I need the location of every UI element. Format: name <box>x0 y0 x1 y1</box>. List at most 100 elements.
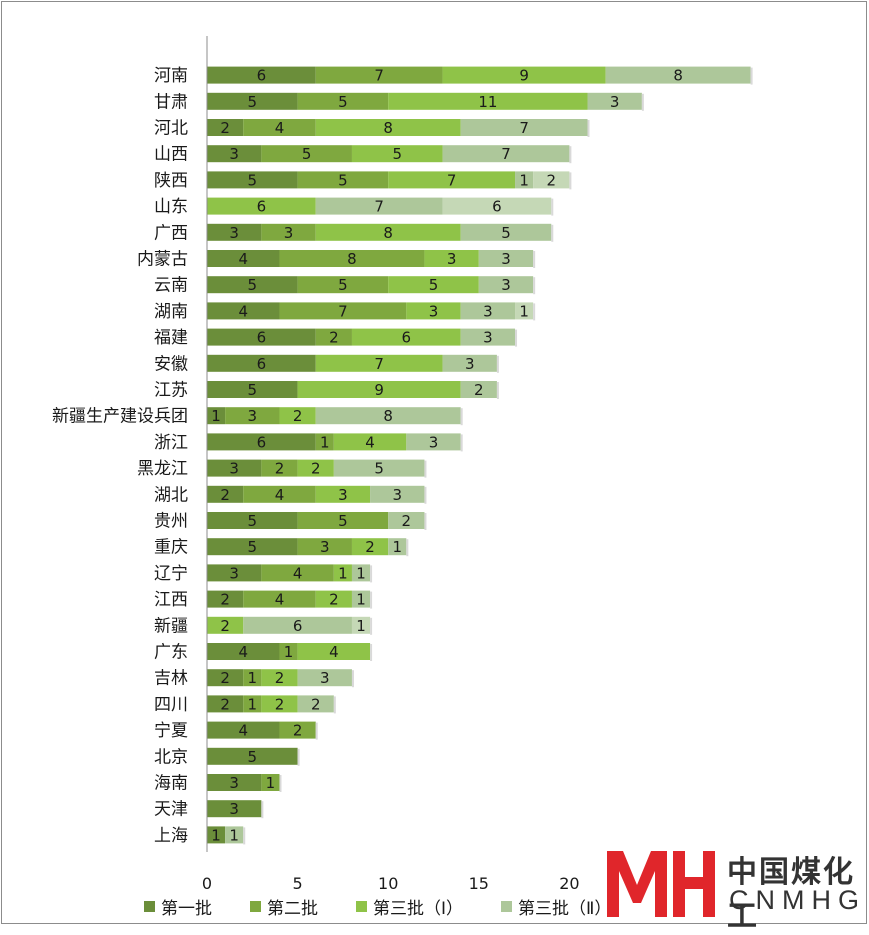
watermark: 中国煤化工 CNMHG <box>603 843 865 934</box>
bar-segment <box>351 538 389 556</box>
bar-segment <box>225 407 280 425</box>
bar-segment <box>424 250 479 267</box>
bar-segment <box>533 171 570 189</box>
x-tick-label: 10 <box>378 874 398 890</box>
bar-segment <box>207 354 316 372</box>
category-label: 山东 <box>154 197 188 217</box>
bar-shadow <box>424 486 427 504</box>
category-label: 陕西 <box>154 171 188 191</box>
data-label: 5 <box>392 145 402 163</box>
data-label: 3 <box>284 224 294 242</box>
data-label: 2 <box>311 695 321 713</box>
bar-segment <box>297 643 371 660</box>
bar-shadow <box>333 696 336 714</box>
data-label: 3 <box>501 250 511 268</box>
data-label: 7 <box>501 145 511 163</box>
data-label: 6 <box>293 617 303 635</box>
data-label: 2 <box>275 669 285 687</box>
data-label: 6 <box>492 198 502 216</box>
bar-shadow <box>370 617 373 635</box>
bar-segment <box>351 616 371 634</box>
bar-segment <box>333 433 407 451</box>
x-tick-label: 0 <box>202 874 212 890</box>
data-label: 2 <box>220 695 230 713</box>
bar-segment <box>207 774 262 791</box>
bar-segment <box>460 381 497 398</box>
legend-item: 第二批 <box>250 894 318 919</box>
bar-segment <box>605 66 751 84</box>
bar-segment <box>587 92 642 110</box>
bar-segment <box>297 538 352 556</box>
data-label: 1 <box>356 617 366 635</box>
bar-segment <box>243 616 352 634</box>
legend-label: 第一批 <box>161 898 212 919</box>
data-label: 4 <box>238 722 248 740</box>
bar-segment <box>315 590 352 608</box>
bar-segment <box>315 223 461 241</box>
bar-segment <box>460 223 552 241</box>
data-label: 3 <box>229 564 239 582</box>
bar-segment <box>243 590 316 608</box>
bar-segment <box>515 302 534 320</box>
data-label: 3 <box>338 486 348 504</box>
bar-segment <box>388 92 588 110</box>
data-label: 9 <box>519 67 529 85</box>
data-label: 5 <box>501 224 511 242</box>
data-label: 5 <box>248 381 258 399</box>
data-label: 4 <box>329 643 339 661</box>
bar-shadow <box>424 460 427 478</box>
data-label: 5 <box>374 460 384 478</box>
data-label: 7 <box>447 171 457 189</box>
watermark-chinese-text: 中国煤化工 <box>727 855 855 934</box>
x-tick-label: 15 <box>469 874 489 890</box>
data-label: 3 <box>229 800 239 818</box>
data-label: 8 <box>347 250 357 268</box>
bar-shadow <box>569 146 572 164</box>
data-label: 6 <box>257 355 267 373</box>
bar-segment <box>351 564 371 582</box>
data-label: 1 <box>356 591 366 609</box>
data-label: 2 <box>220 591 230 609</box>
bar-segment <box>207 747 298 765</box>
bar-shadow <box>533 277 536 295</box>
bar-segment <box>297 695 334 713</box>
data-label: 5 <box>248 171 258 189</box>
bar-shadow <box>750 67 753 85</box>
bar-segment <box>207 643 280 660</box>
legend-label: 第三批（Ⅱ） <box>518 898 612 919</box>
data-label: 3 <box>392 486 402 504</box>
category-label: 贵州 <box>154 512 188 532</box>
data-label: 1 <box>248 669 258 687</box>
data-label: 6 <box>257 329 267 347</box>
legend-swatch <box>501 900 513 912</box>
bar-segment <box>207 145 262 163</box>
bar-segment <box>442 145 570 163</box>
legend-label: 第三批（Ⅰ） <box>373 898 464 919</box>
data-label: 5 <box>338 276 348 294</box>
bar-segment <box>279 302 407 320</box>
bar-segment <box>207 66 316 84</box>
bar-segment <box>207 407 226 425</box>
category-label: 海南 <box>154 774 188 794</box>
bar-segment <box>207 826 226 844</box>
data-label: 5 <box>429 276 439 294</box>
bar-segment <box>243 119 316 136</box>
category-label: 广东 <box>154 643 188 663</box>
bar-segment <box>478 276 534 294</box>
bar-segment <box>207 564 262 582</box>
bar-segment <box>207 669 244 687</box>
bar-shadow <box>370 565 373 583</box>
data-label: 7 <box>338 302 348 320</box>
data-label: 7 <box>374 198 384 216</box>
bar-segment <box>388 538 407 556</box>
data-label: 4 <box>238 302 248 320</box>
bar-segment <box>297 381 461 398</box>
bar-segment <box>515 171 534 189</box>
bar-segment <box>207 433 316 451</box>
category-label: 浙江 <box>154 433 188 453</box>
bar-segment <box>207 485 244 503</box>
data-label: 4 <box>275 591 285 609</box>
data-label: 5 <box>338 93 348 111</box>
data-label: 2 <box>365 538 375 556</box>
category-label: 甘肃 <box>154 92 188 112</box>
